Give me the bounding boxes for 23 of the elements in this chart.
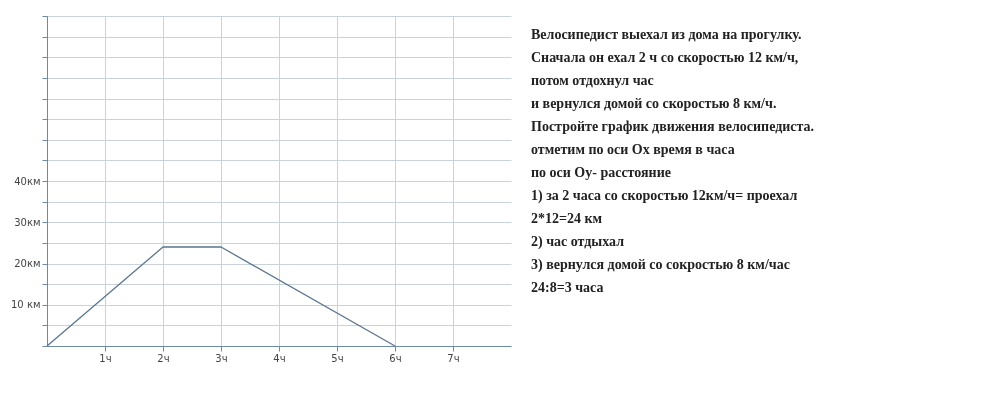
text: Велосипедист выехал из дома на прогулку. (531, 26, 802, 42)
x-tick-label: 6ч (389, 352, 402, 364)
text: потом отдохнул час (531, 72, 654, 88)
text: 24:8=3 часа (531, 279, 604, 295)
x-tick-label: 5ч (331, 352, 344, 364)
text: по оси Оу- расстояние (531, 164, 671, 180)
x-tick-label: 4ч (273, 352, 286, 364)
text: отметим по оси Ох время в часа (531, 141, 735, 157)
x-tick-label: 2ч (157, 352, 170, 364)
y-tick-label: 40км (14, 175, 41, 187)
text: 2*12=24 км (531, 210, 603, 226)
text: Сначала он ехал 2 ч со скоростью 12 км/ч, (531, 49, 799, 65)
text: Постройте график движения велосипедиста. (531, 118, 815, 134)
text: 3) вернулся домой со сокростью 8 км/час (531, 256, 790, 273)
x-tick-label: 7ч (447, 352, 460, 364)
y-tick-label: 20км (14, 258, 41, 269)
text: 1) за 2 часа со скоростью 12км/ч= проехал (531, 187, 798, 204)
text: 2) час отдыхал (531, 233, 625, 250)
x-tick-label: 3ч (215, 352, 228, 364)
x-tick-label: 1ч (99, 352, 112, 364)
y-tick-label: 10 км (11, 299, 41, 311)
y-tick-label: 30км (14, 216, 41, 228)
text: и вернулся домой со скоростью 8 км/ч. (531, 95, 777, 111)
